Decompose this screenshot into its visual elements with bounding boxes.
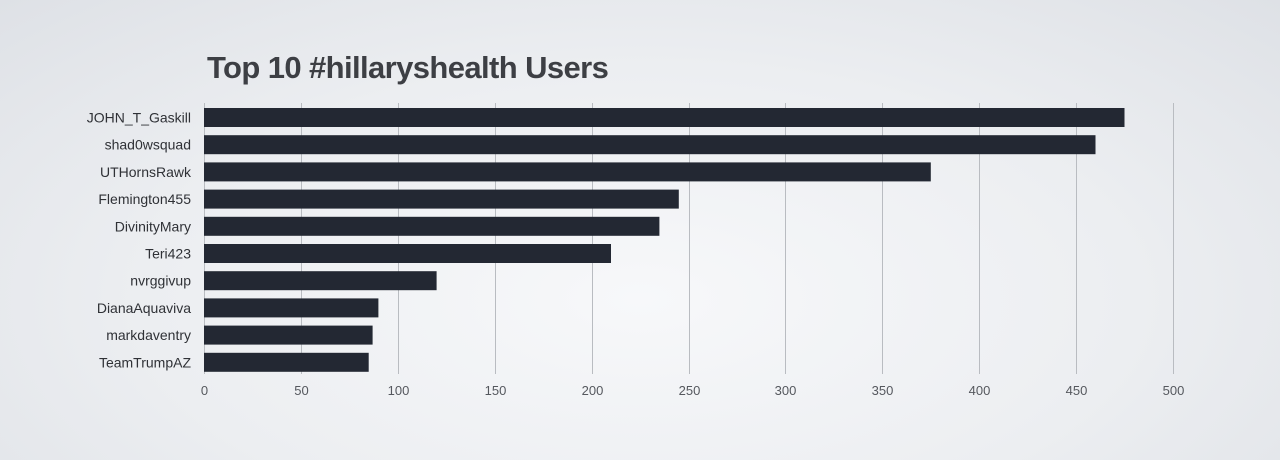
x-tick-label-5: 250: [679, 383, 701, 398]
category-label-9: TeamTrumpAZ: [99, 354, 192, 370]
category-label-4: DivinityMary: [115, 218, 191, 234]
category-label-5: Teri423: [145, 246, 191, 262]
category-label-6: nvrggivup: [130, 273, 191, 289]
bars: [204, 108, 1125, 372]
x-tick-label-6: 300: [775, 383, 797, 398]
category-label-0: JOHN_T_Gaskill: [87, 110, 191, 126]
bar-8: [204, 325, 373, 345]
x-tick-label-3: 150: [485, 383, 507, 398]
x-tick-labels: 0 50 100 150 200 250 300 350 400 450 500: [201, 383, 1184, 398]
x-tick-label-2: 100: [388, 383, 410, 398]
x-tick-label-9: 450: [1066, 383, 1088, 398]
x-tick-label-8: 400: [969, 383, 991, 398]
bar-2: [204, 162, 931, 182]
x-tick-label-4: 200: [582, 383, 604, 398]
category-label-7: DianaAquaviva: [97, 300, 191, 316]
bar-0: [204, 108, 1125, 127]
bar-7: [204, 298, 379, 318]
category-label-2: UTHornsRawk: [100, 164, 192, 180]
category-label-3: Flemington455: [98, 191, 191, 207]
category-labels: JOHN_T_Gaskill shad0wsquad UTHornsRawk Flem…: [87, 110, 192, 371]
bar-4: [204, 216, 660, 236]
x-tick-label-10: 500: [1163, 383, 1185, 398]
bar-6: [204, 271, 437, 291]
bar-3: [204, 189, 679, 209]
bar-5: [204, 244, 611, 263]
category-label-1: shad0wsquad: [105, 137, 191, 153]
chart-title: Top 10 #hillaryshealth Users: [207, 50, 609, 85]
category-label-8: markdaventry: [106, 327, 191, 343]
bar-1: [204, 135, 1096, 155]
x-tick-label-1: 50: [294, 383, 308, 398]
x-tick-label-0: 0: [201, 383, 208, 398]
bar-9: [204, 352, 369, 372]
x-tick-label-7: 350: [872, 383, 894, 398]
